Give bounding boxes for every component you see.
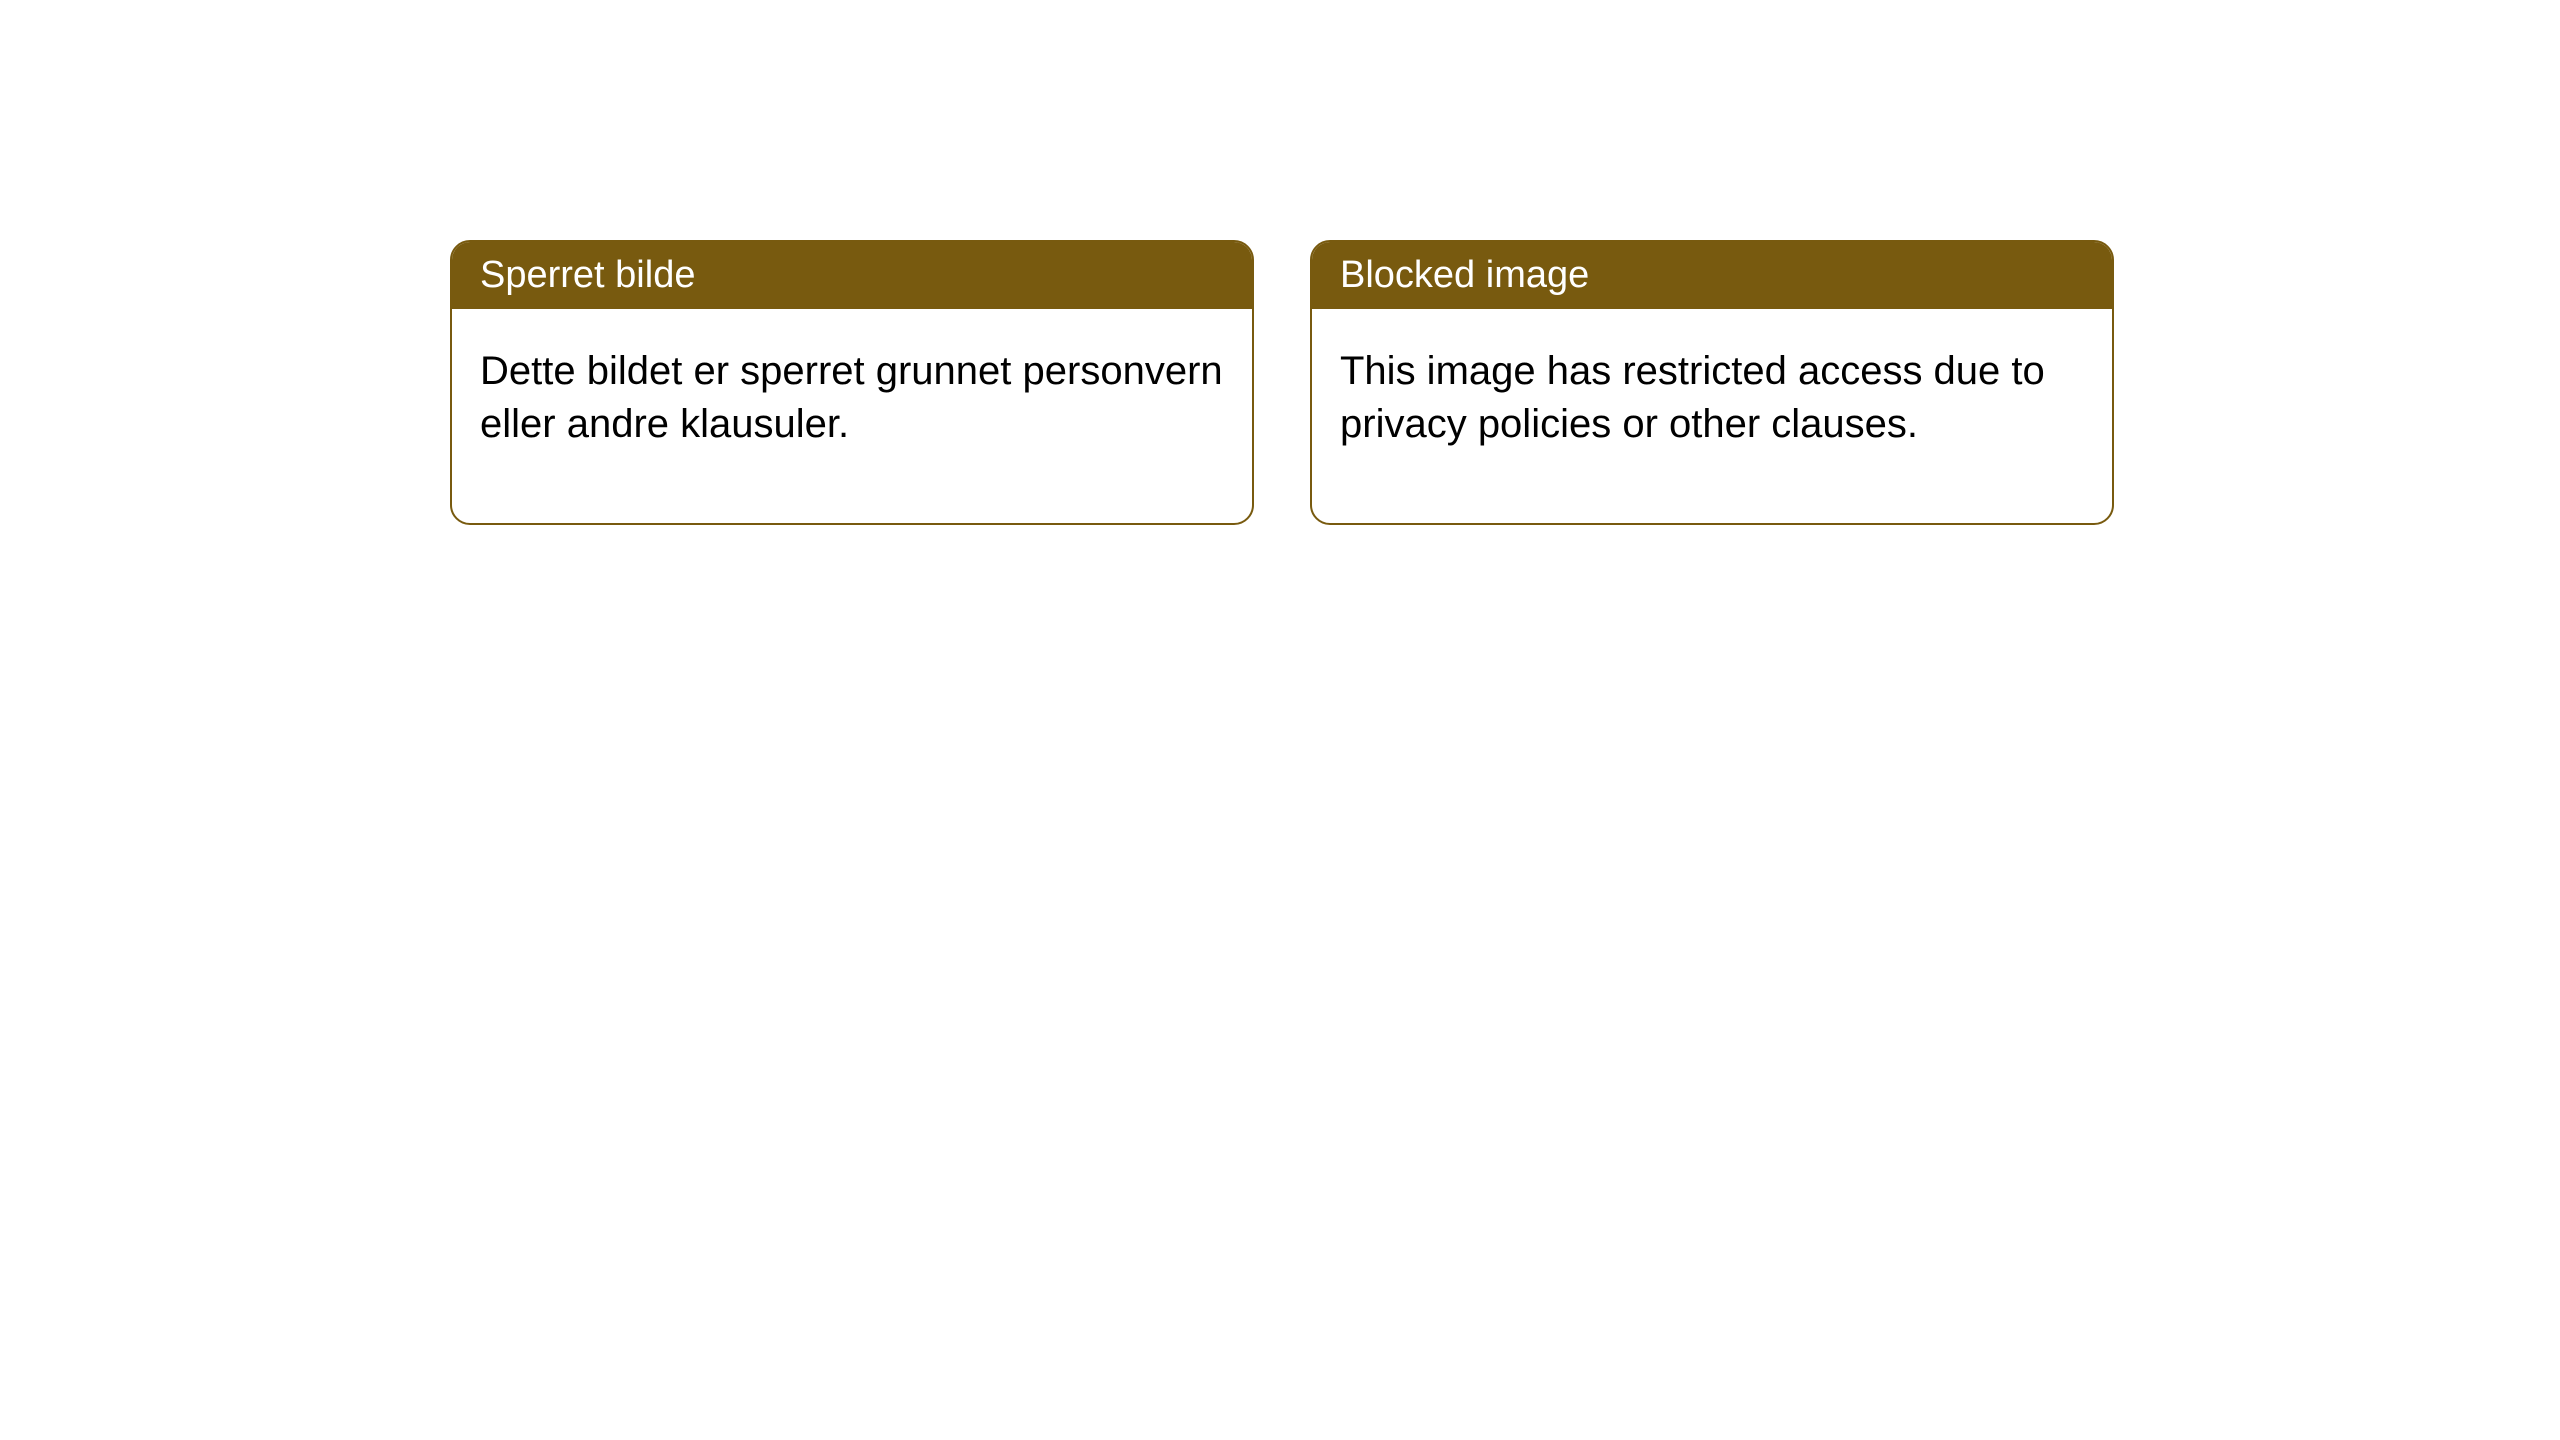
notice-header-norwegian: Sperret bilde — [452, 242, 1252, 309]
notice-body-norwegian: Dette bildet er sperret grunnet personve… — [452, 309, 1252, 523]
notice-card-norwegian: Sperret bilde Dette bildet er sperret gr… — [450, 240, 1254, 525]
notice-container: Sperret bilde Dette bildet er sperret gr… — [450, 240, 2114, 525]
notice-header-english: Blocked image — [1312, 242, 2112, 309]
notice-body-english: This image has restricted access due to … — [1312, 309, 2112, 523]
notice-card-english: Blocked image This image has restricted … — [1310, 240, 2114, 525]
